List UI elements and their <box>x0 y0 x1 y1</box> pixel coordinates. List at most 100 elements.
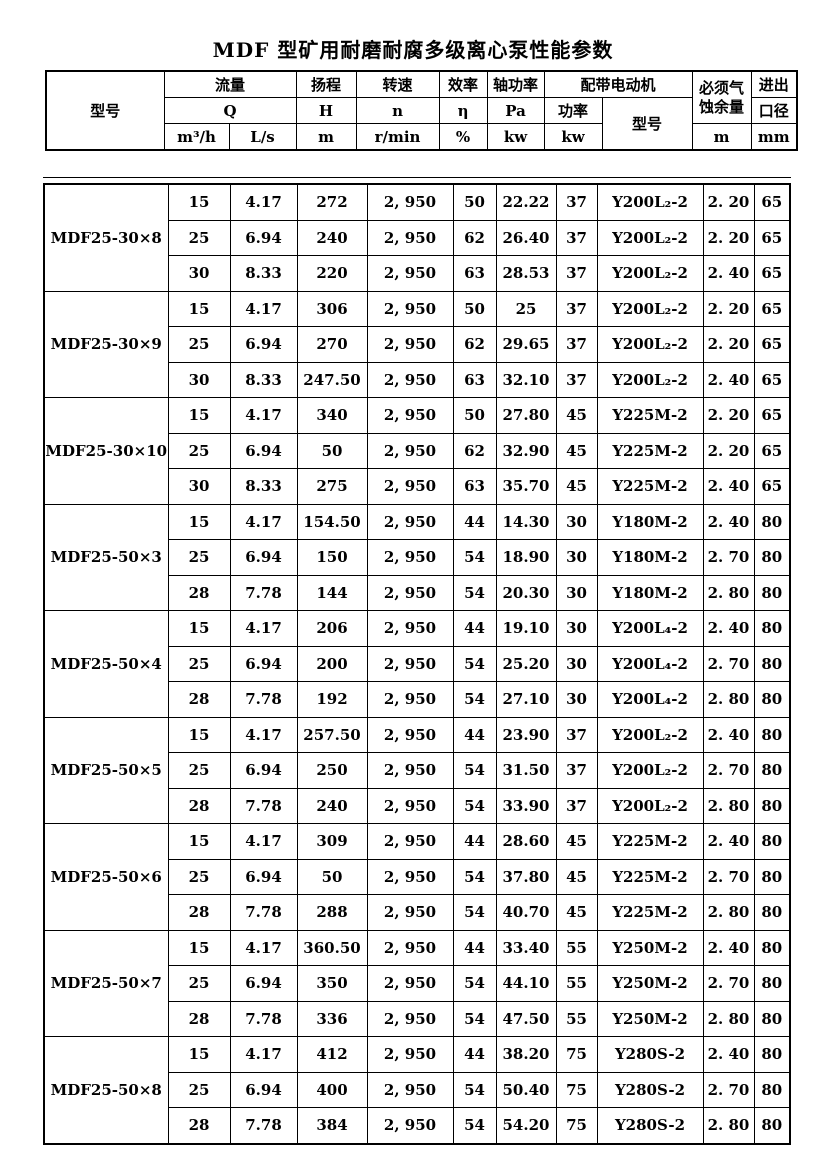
cell-motor-power: 55 <box>555 1000 598 1037</box>
col-header-flow: 流量 <box>163 70 297 98</box>
cell-port: 65 <box>753 468 791 505</box>
cell-motor-model: Y180M-2 <box>596 503 704 540</box>
cell-efficiency: 54 <box>452 787 497 824</box>
cell-npsh: 2. 20 <box>702 219 755 256</box>
cell-flow-m3h: 30 <box>167 255 231 292</box>
cell-flow-m3h: 25 <box>167 858 231 895</box>
cell-motor-power: 30 <box>555 574 598 611</box>
cell-flow-m3h: 15 <box>167 290 231 327</box>
cell-motor-power: 75 <box>555 1036 598 1073</box>
cell-shaft-power: 25.20 <box>495 645 557 682</box>
cell-npsh: 2. 40 <box>702 255 755 292</box>
cell-motor-power: 30 <box>555 503 598 540</box>
cell-flow-ls: 4.17 <box>229 929 298 966</box>
cell-motor-power: 75 <box>555 1071 598 1108</box>
cell-motor-model: Y225M-2 <box>596 468 704 505</box>
cell-port: 80 <box>753 894 791 931</box>
cell-motor-power: 37 <box>555 326 598 363</box>
cell-speed: 2, 950 <box>366 894 454 931</box>
cell-speed: 2, 950 <box>366 503 454 540</box>
cell-flow-m3h: 25 <box>167 645 231 682</box>
cell-npsh: 2. 80 <box>702 681 755 718</box>
cell-efficiency: 44 <box>452 610 497 647</box>
cell-npsh: 2. 70 <box>702 752 755 789</box>
cell-efficiency: 50 <box>452 397 497 434</box>
cell-efficiency: 54 <box>452 681 497 718</box>
cell-shaft-power: 54.20 <box>495 1107 557 1144</box>
cell-efficiency: 54 <box>452 645 497 682</box>
cell-flow-m3h: 28 <box>167 787 231 824</box>
cell-speed: 2, 950 <box>366 539 454 576</box>
cell-efficiency: 63 <box>452 255 497 292</box>
col-unit-speed: r/min <box>355 123 440 151</box>
cell-flow-ls: 4.17 <box>229 503 298 540</box>
cell-shaft-power: 29.65 <box>495 326 557 363</box>
cell-motor-model: Y200L₂-2 <box>596 255 704 292</box>
cell-flow-ls: 8.33 <box>229 361 298 398</box>
cell-head: 192 <box>296 681 368 718</box>
cell-flow-ls: 7.78 <box>229 681 298 718</box>
cell-head: 272 <box>296 183 368 221</box>
cell-port: 80 <box>753 539 791 576</box>
cell-efficiency: 54 <box>452 894 497 931</box>
cell-shaft-power: 18.90 <box>495 539 557 576</box>
table-row: MDF25-30×8 15 4.17 272 2, 950 50 22.22 37 Y200L₂… <box>43 183 791 292</box>
cell-port: 80 <box>753 645 791 682</box>
cell-flow-ls: 8.33 <box>229 255 298 292</box>
cell-port: 80 <box>753 787 791 824</box>
cell-speed: 2, 950 <box>366 1036 454 1073</box>
pump-model-cell: MDF25-30×9 <box>43 290 169 398</box>
spec-header-table: 型号 流量 扬程 转速 效率 轴功率 配带电动机 必须气 蚀余量 进出 Q H … <box>45 70 799 151</box>
cell-speed: 2, 950 <box>366 1071 454 1108</box>
cell-flow-m3h: 25 <box>167 1071 231 1108</box>
cell-port: 65 <box>753 255 791 292</box>
cell-efficiency: 54 <box>452 752 497 789</box>
cell-port: 65 <box>753 432 791 469</box>
table-row: 25 6.94 150 2, 950 54 18.90 30 Y180M-2 2. 70 80 <box>44 539 791 576</box>
cell-npsh: 2. 20 <box>702 397 755 434</box>
col-header-speed-symbol: n <box>355 97 440 124</box>
cell-motor-power: 45 <box>555 894 598 931</box>
cell-motor-model: Y250M-2 <box>596 1000 704 1037</box>
cell-motor-power: 37 <box>555 183 598 221</box>
table-row: 28 7.78 144 2, 950 54 20.30 30 Y180M-2 2. 80 80 <box>44 574 791 611</box>
cell-port: 65 <box>753 290 791 327</box>
cell-head: 50 <box>296 858 368 895</box>
cell-port: 80 <box>753 1071 791 1108</box>
cell-flow-ls: 6.94 <box>229 539 298 576</box>
cell-npsh: 2. 80 <box>702 574 755 611</box>
cell-speed: 2, 950 <box>366 752 454 789</box>
cell-speed: 2, 950 <box>366 255 454 292</box>
cell-flow-m3h: 25 <box>167 752 231 789</box>
cell-motor-power: 55 <box>555 965 598 1002</box>
pump-model-cell: MDF25-50×3 <box>43 503 169 611</box>
table-row: MDF25-50×6 15 4.17 309 2, 950 44 28.60 45 Y225M-… <box>43 823 791 931</box>
cell-head: 240 <box>296 787 368 824</box>
cell-motor-model: Y200L₂-2 <box>596 787 704 824</box>
cell-speed: 2, 950 <box>366 823 454 860</box>
cell-head: 150 <box>296 539 368 576</box>
cell-speed: 2, 950 <box>366 610 454 647</box>
cell-speed: 2, 950 <box>366 965 454 1002</box>
cell-speed: 2, 950 <box>366 468 454 505</box>
cell-shaft-power: 19.10 <box>495 610 557 647</box>
cell-efficiency: 54 <box>452 1071 497 1108</box>
cell-npsh: 2. 80 <box>702 894 755 931</box>
cell-efficiency: 44 <box>452 823 497 860</box>
cell-flow-ls: 6.94 <box>229 432 298 469</box>
col-unit-shaft-power: kw <box>486 123 545 151</box>
pump-model-cell: MDF25-30×10 <box>43 397 169 505</box>
cell-shaft-power: 27.10 <box>495 681 557 718</box>
cell-motor-model: Y180M-2 <box>596 574 704 611</box>
cell-speed: 2, 950 <box>366 681 454 718</box>
cell-efficiency: 54 <box>452 858 497 895</box>
cell-head: 270 <box>296 326 368 363</box>
cell-speed: 2, 950 <box>366 574 454 611</box>
col-header-pump-model: 型号 <box>45 70 165 151</box>
cell-head: 247.50 <box>296 361 368 398</box>
cell-motor-model: Y250M-2 <box>596 929 704 966</box>
cell-head: 400 <box>296 1071 368 1108</box>
cell-speed: 2, 950 <box>366 326 454 363</box>
cell-speed: 2, 950 <box>366 716 454 753</box>
